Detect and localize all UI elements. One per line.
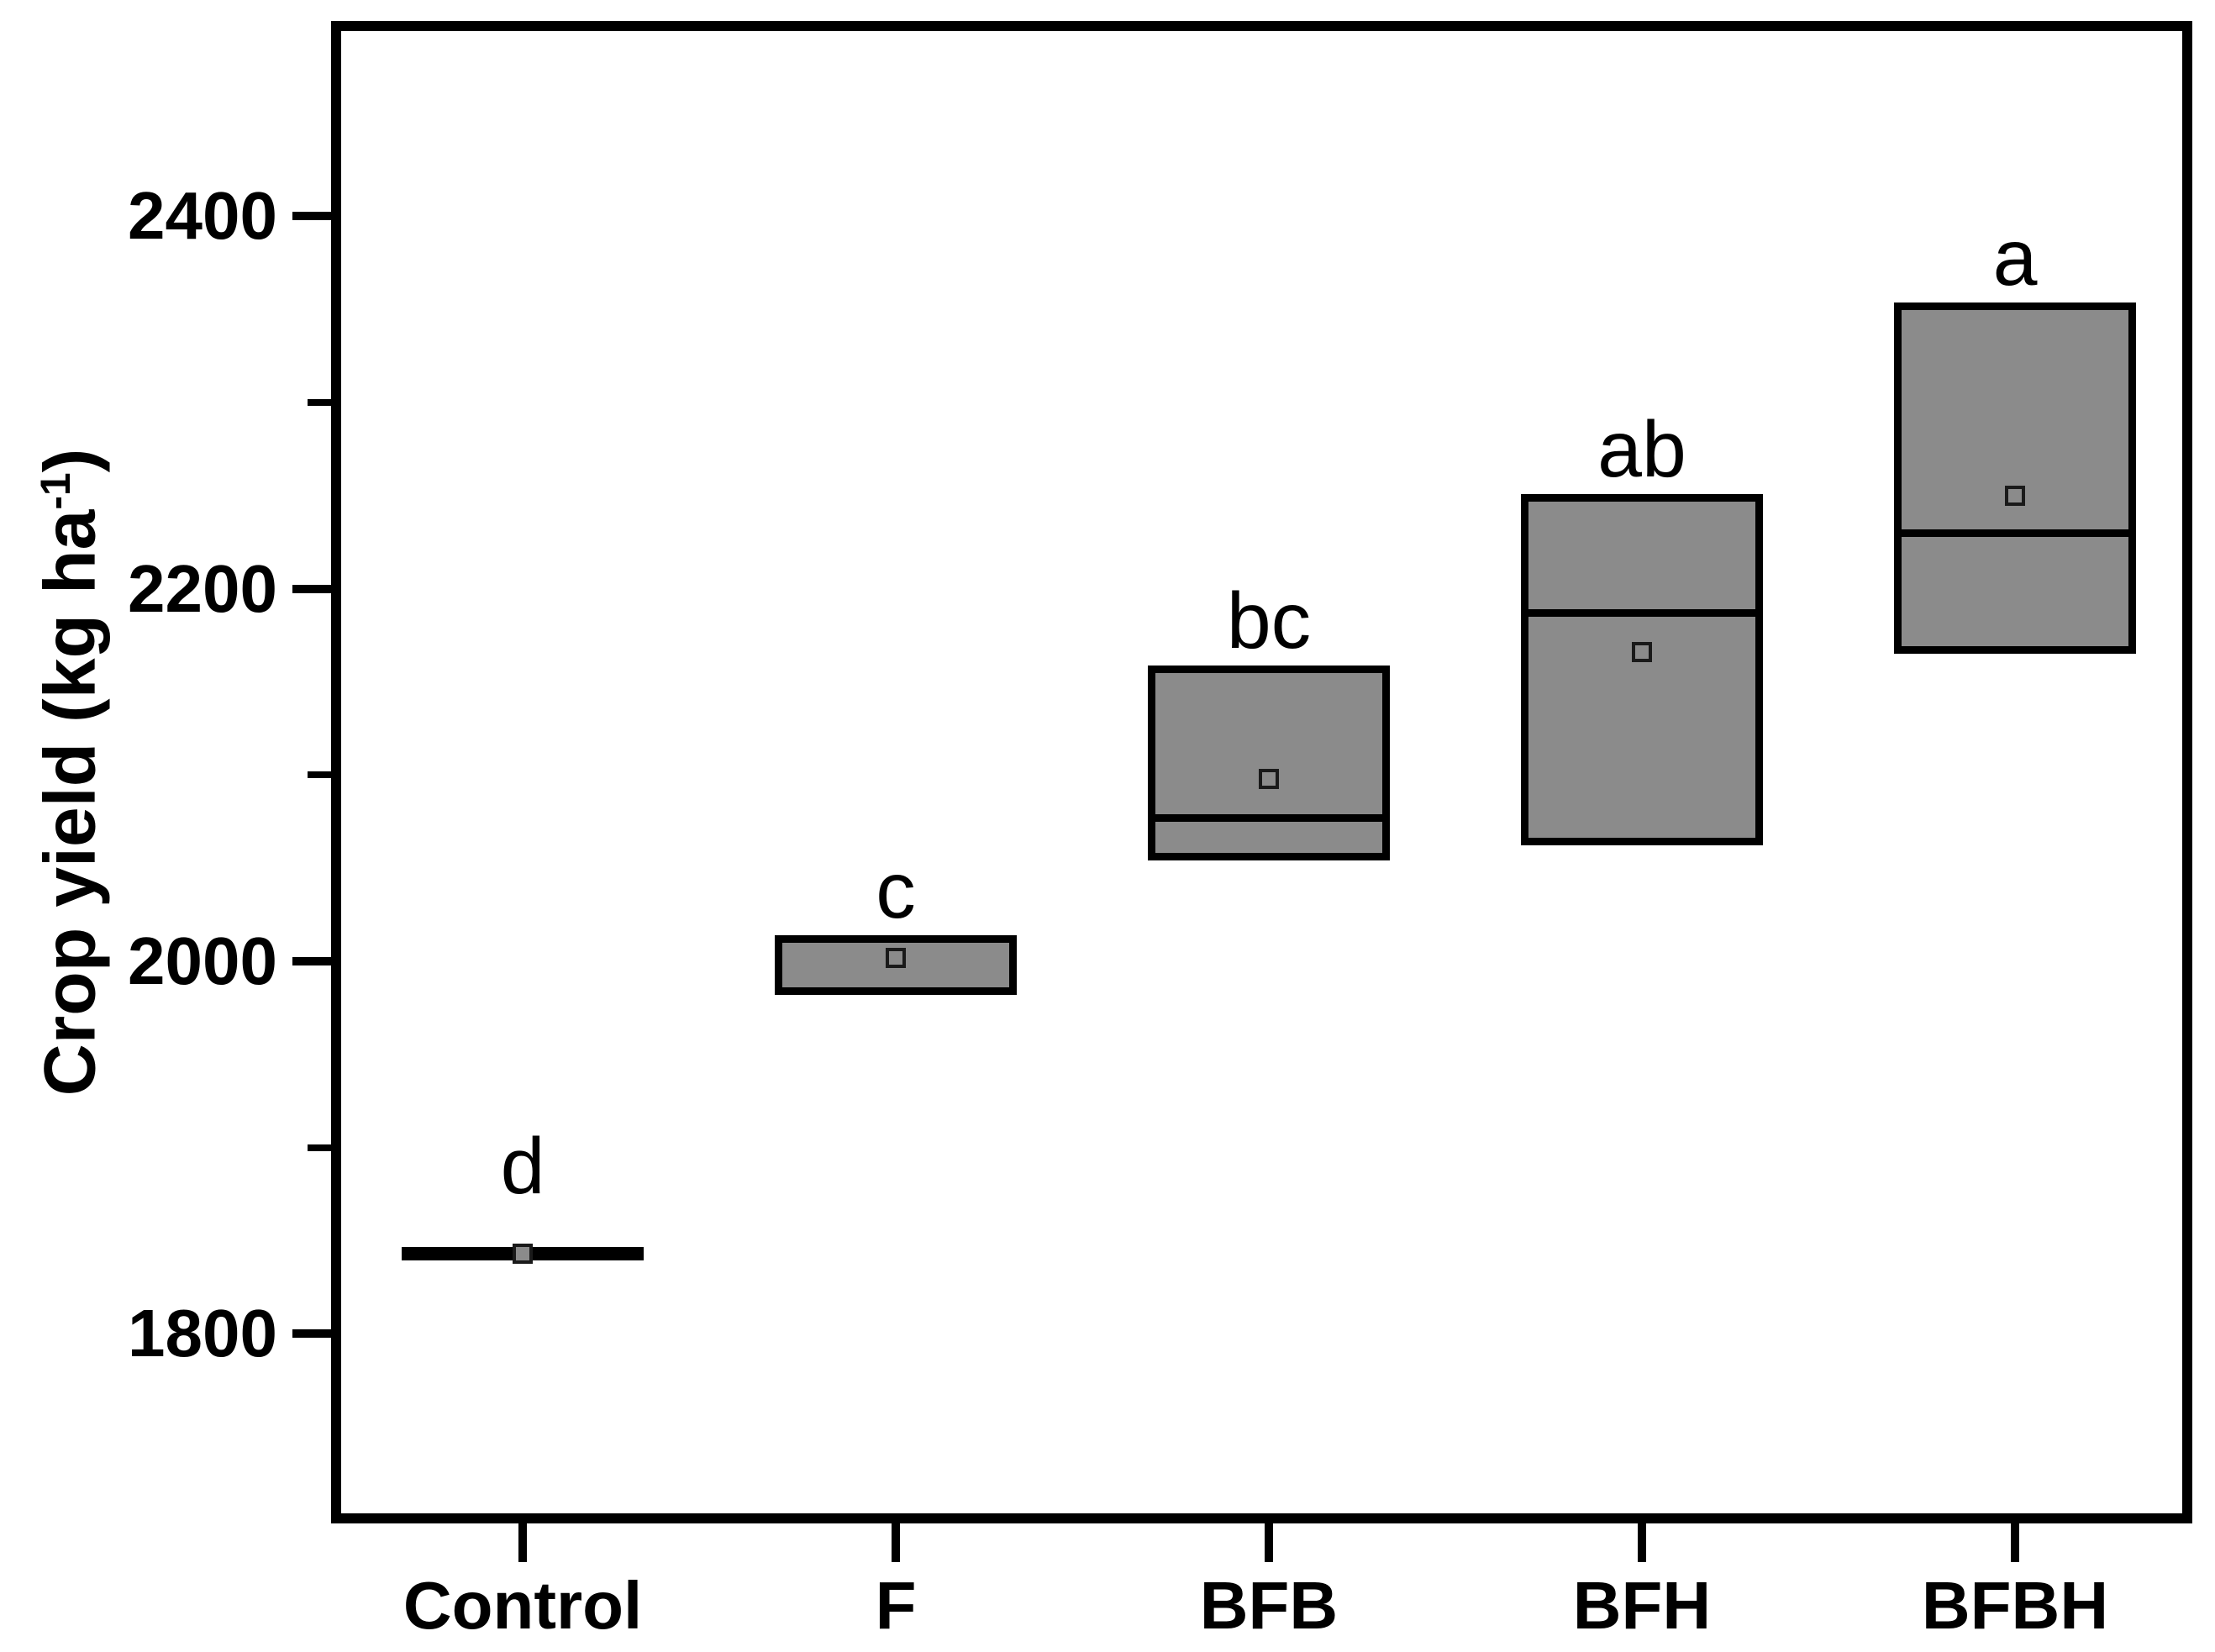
- y-tick-label-2400: 2400: [128, 178, 277, 254]
- y-minor-tick-2100: [308, 771, 331, 779]
- y-minor-tick-1900: [308, 1144, 331, 1151]
- median-line-bfbh: [1901, 529, 2129, 538]
- mean-marker-bfh: [1632, 641, 1652, 662]
- x-tick-bfh: [1638, 1523, 1646, 1562]
- significance-letter-control: d: [500, 1122, 545, 1212]
- y-tick-label-1800: 1800: [128, 1296, 277, 1371]
- x-category-label-bfh: BFH: [1572, 1568, 1712, 1643]
- x-category-label-bfb: BFB: [1199, 1568, 1339, 1643]
- y-major-tick-1800: [292, 1329, 331, 1339]
- y-axis-title-superscript: -1: [32, 472, 79, 510]
- mean-marker-f: [886, 947, 906, 968]
- x-tick-f: [892, 1523, 900, 1562]
- y-tick-label-2200: 2200: [128, 550, 277, 626]
- y-major-tick-2200: [292, 584, 331, 593]
- x-tick-control: [518, 1523, 527, 1562]
- x-category-label-control: Control: [402, 1568, 643, 1643]
- y-axis-title-close: ): [29, 448, 111, 473]
- box-bfh: [1521, 493, 1763, 846]
- y-tick-label-2000: 2000: [128, 923, 277, 999]
- box-bfbh: [1894, 302, 2136, 654]
- x-category-label-f: F: [875, 1568, 917, 1643]
- x-tick-bfb: [1265, 1523, 1273, 1562]
- mean-marker-control: [513, 1244, 533, 1265]
- x-category-label-bfbh: BFBH: [1921, 1568, 2109, 1643]
- median-line-bfh: [1528, 609, 1756, 618]
- x-tick-bfbh: [2011, 1523, 2019, 1562]
- significance-letter-bfbh: a: [1992, 213, 2038, 303]
- y-axis-title: Crop yield (kg ha-1): [5, 184, 111, 1360]
- mean-marker-bfb: [1259, 768, 1279, 789]
- significance-letter-f: c: [876, 846, 916, 936]
- median-line-bfb: [1155, 814, 1383, 823]
- mean-marker-bfbh: [2005, 485, 2025, 506]
- y-major-tick-2400: [292, 212, 331, 221]
- significance-letter-bfh: ab: [1597, 404, 1686, 494]
- y-major-tick-2000: [292, 957, 331, 966]
- y-minor-tick-2300: [308, 398, 331, 406]
- box-bfb: [1148, 665, 1390, 860]
- significance-letter-bfb: bc: [1226, 576, 1312, 666]
